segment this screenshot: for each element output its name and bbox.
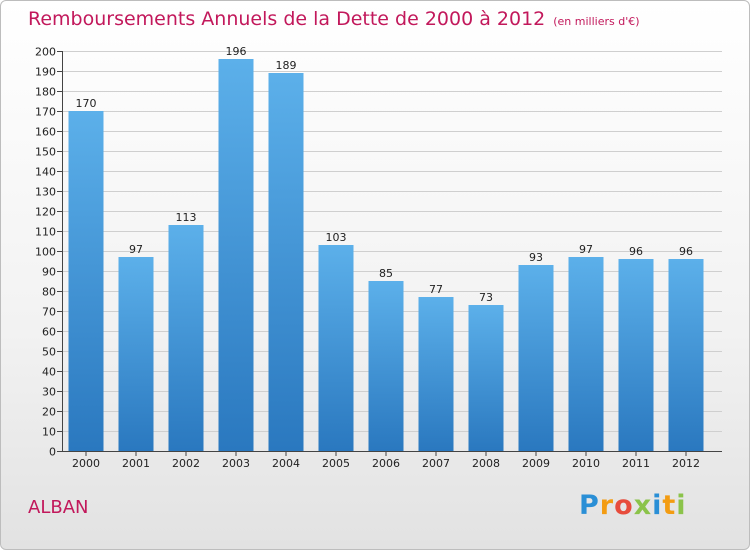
y-tick-label: 170 xyxy=(35,106,56,119)
logo-letter: i xyxy=(652,490,663,521)
bar-value-label: 73 xyxy=(479,291,493,304)
y-tick-label: 180 xyxy=(35,86,56,99)
bar-value-label: 96 xyxy=(629,245,643,258)
y-tick-label: 10 xyxy=(42,426,56,439)
x-tick-label: 2005 xyxy=(322,457,350,470)
bar xyxy=(218,59,254,451)
logo-letter: r xyxy=(599,490,615,521)
y-tick-label: 120 xyxy=(35,206,56,219)
y-tick-label: 60 xyxy=(42,326,56,339)
bar-value-label: 96 xyxy=(679,245,693,258)
chart-unit: (en milliers d'€) xyxy=(553,15,640,28)
y-tick-label: 130 xyxy=(35,186,56,199)
y-tick-label: 0 xyxy=(49,446,56,459)
bar-value-label: 85 xyxy=(379,267,393,280)
y-tick-label: 80 xyxy=(42,286,56,299)
bar-value-label: 103 xyxy=(326,231,347,244)
bar xyxy=(418,297,454,451)
x-tick-label: 2003 xyxy=(222,457,250,470)
logo-letter: t xyxy=(662,490,677,521)
bar xyxy=(168,225,204,451)
logo-letter: o xyxy=(614,490,634,521)
x-tick-label: 2007 xyxy=(422,457,450,470)
y-tick-label: 40 xyxy=(42,366,56,379)
bar xyxy=(268,73,304,451)
bars: 170 97 113 196 189 103 85 77 73 93 97 96 96 xyxy=(68,45,704,451)
bar xyxy=(318,245,354,451)
y-tick-label: 200 xyxy=(35,46,56,59)
bar xyxy=(518,265,554,451)
x-tick-label: 2010 xyxy=(572,457,600,470)
x-tick-label: 2004 xyxy=(272,457,300,470)
logo-letter: x xyxy=(633,490,653,521)
x-axis: 2000 2001 2002 2003 2004 2005 2006 2007 2008 2009… xyxy=(62,451,722,470)
x-tick-label: 2008 xyxy=(472,457,500,470)
bar-value-label: 196 xyxy=(226,45,247,58)
bar-value-label: 97 xyxy=(129,243,143,256)
proxiti-logo[interactable]: Proxiti xyxy=(579,490,687,521)
x-tick-label: 2002 xyxy=(172,457,200,470)
chart-title-text: Remboursements Annuels de la Dette de 20… xyxy=(28,8,546,30)
x-tick-label: 2000 xyxy=(72,457,100,470)
y-tick-label: 20 xyxy=(42,406,56,419)
commune-name: ALBAN xyxy=(28,497,89,518)
y-tick-label: 70 xyxy=(42,306,56,319)
chart-title: Remboursements Annuels de la Dette de 20… xyxy=(28,8,640,30)
x-tick-label: 2011 xyxy=(622,457,650,470)
x-tick-label: 2012 xyxy=(672,457,700,470)
x-tick-label: 2006 xyxy=(372,457,400,470)
bar xyxy=(618,259,654,451)
y-tick-label: 140 xyxy=(35,166,56,179)
y-tick-label: 190 xyxy=(35,66,56,79)
y-tick-label: 50 xyxy=(42,346,56,359)
bar-value-label: 93 xyxy=(529,251,543,264)
y-tick-label: 150 xyxy=(35,146,56,159)
y-tick-label: 110 xyxy=(35,226,56,239)
logo-letter: P xyxy=(579,490,600,521)
bar-value-label: 113 xyxy=(176,211,197,224)
x-tick-label: 2009 xyxy=(522,457,550,470)
bar-value-label: 189 xyxy=(276,59,297,72)
bar xyxy=(118,257,154,451)
logo-letter: i xyxy=(676,490,687,521)
bar xyxy=(68,111,104,451)
bar xyxy=(468,305,504,451)
bar xyxy=(668,259,704,451)
y-tick-label: 100 xyxy=(35,246,56,259)
bar xyxy=(568,257,604,451)
y-tick-label: 30 xyxy=(42,386,56,399)
bar xyxy=(368,281,404,451)
y-tick-label: 90 xyxy=(42,266,56,279)
bar-value-label: 170 xyxy=(76,97,97,110)
bar-value-label: 97 xyxy=(579,243,593,256)
bar-value-label: 77 xyxy=(429,283,443,296)
y-tick-label: 160 xyxy=(35,126,56,139)
y-axis: 0 10 20 30 40 50 60 70 80 90 100 110 120 130 140 150 160… xyxy=(35,46,63,459)
x-tick-label: 2001 xyxy=(122,457,150,470)
